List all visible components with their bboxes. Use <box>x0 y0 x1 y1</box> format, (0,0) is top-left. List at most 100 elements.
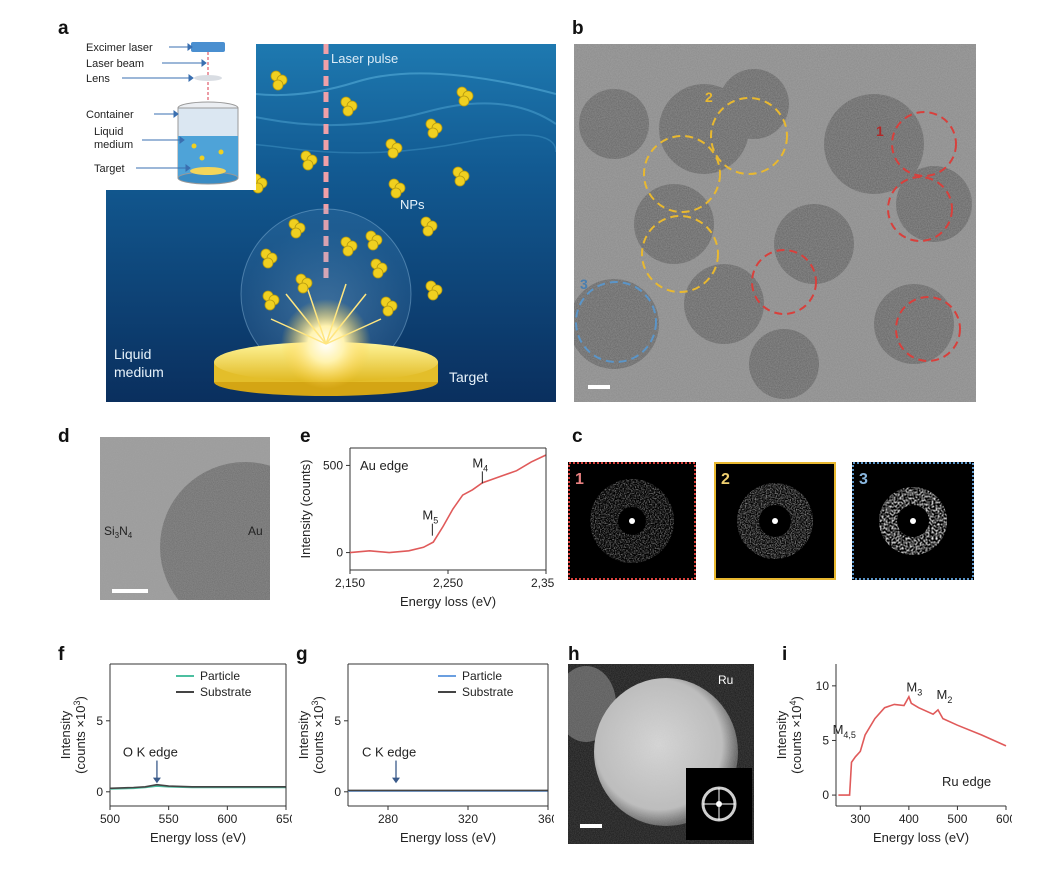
edge-annotation: M2 <box>937 687 953 705</box>
chart-g: 280 320 360 0 5 Energy loss (eV) Intensity(cou… <box>296 663 554 845</box>
edge-annotation: M3 <box>906 679 922 697</box>
red-region-4 <box>895 296 961 362</box>
legend-label: Particle <box>462 669 502 683</box>
y-tick-label: 5 <box>96 714 103 728</box>
series-line-main <box>838 694 1007 796</box>
inset-label-medium: medium <box>94 139 133 151</box>
laser-ablation-illustration: Laser pulse NPs Liquid medium Target <box>106 44 556 402</box>
yellow-region-1 <box>710 97 788 175</box>
interface-image: Si3N4 Au <box>100 437 270 600</box>
series-line-main <box>349 454 547 554</box>
fft-tile-3: 3 <box>852 462 974 580</box>
setup-inset: Excimer laser Laser beam Lens Container … <box>78 36 256 190</box>
y-axis-label: Intensity <box>58 710 73 759</box>
chart-e-title: Au edge <box>360 458 408 473</box>
y-axis-label: Intensity (counts) <box>298 460 313 559</box>
ru-particle-image: Ru <box>568 664 754 844</box>
x-tick-label: 2,350 <box>531 576 554 590</box>
panel-label-h: h <box>568 644 580 665</box>
scale-bar-d <box>112 589 148 593</box>
scale-bar-h <box>580 824 602 828</box>
edge-annotation: M4 <box>472 455 488 473</box>
legend-label: Particle <box>200 669 240 683</box>
edge-annotation: M5 <box>422 508 438 526</box>
x-tick-label: 500 <box>947 812 967 826</box>
region-label-2: 2 <box>705 89 713 105</box>
chart-f: 500 550 600 650 0 5 Energy loss (eV) Intensity(… <box>58 663 292 845</box>
y-axis-label-units: (counts ×103) <box>310 696 326 774</box>
blue-region-1 <box>575 281 657 363</box>
nps-label: NPs <box>400 197 425 212</box>
y-tick-label: 500 <box>323 458 343 472</box>
inset-label-liquid: Liquid <box>94 126 123 138</box>
x-tick-label: 360 <box>538 812 554 826</box>
tem-image: 2 1 3 <box>574 44 976 402</box>
inset-label-target: Target <box>94 163 125 175</box>
panel-label-i: i <box>782 644 788 665</box>
fft-label-2: 2 <box>721 471 730 488</box>
y-tick-label: 0 <box>336 546 343 560</box>
chart-i-title: Ru edge <box>942 774 991 789</box>
y-tick-label: 5 <box>334 714 341 728</box>
x-tick-label: 280 <box>378 812 398 826</box>
y-axis-label: Intensity <box>774 710 789 759</box>
liquid-medium-label-1: Liquid <box>114 346 151 362</box>
y-tick-label: 10 <box>816 679 830 693</box>
red-region-3 <box>751 249 817 315</box>
laser-pulse-label: Laser pulse <box>331 51 398 66</box>
panel-label-a: a <box>58 18 69 39</box>
au-label: Au <box>248 524 263 538</box>
x-tick-label: 600 <box>217 812 237 826</box>
chart-i: 300 400 500 600 0 5 10 Energy loss (eV) Intensit… <box>774 664 1012 845</box>
nanoparticles <box>250 70 474 317</box>
fft-tile-1: 1 <box>568 462 696 580</box>
red-region-2 <box>887 176 953 242</box>
edge-annotation: O K edge <box>123 744 178 759</box>
x-tick-label: 320 <box>458 812 478 826</box>
inset-label-laser-beam: Laser beam <box>86 58 144 70</box>
liquid-medium-label-2: medium <box>114 364 164 380</box>
legend-label: Substrate <box>462 685 514 699</box>
y-axis-label-units: (counts ×103) <box>72 696 88 774</box>
x-tick-label: 500 <box>100 812 120 826</box>
excimer-laser-box <box>191 42 225 52</box>
x-tick-label: 600 <box>996 812 1012 826</box>
inset-label-excimer: Excimer laser <box>86 42 153 54</box>
x-tick-label: 400 <box>899 812 919 826</box>
y-tick-label: 5 <box>822 733 829 747</box>
x-tick-label: 650 <box>276 812 292 826</box>
legend-label: Substrate <box>200 685 252 699</box>
inset-label-lens: Lens <box>86 73 110 85</box>
x-axis-label: Energy loss (eV) <box>400 830 496 845</box>
panel-label-f: f <box>58 644 65 665</box>
yellow-region-3 <box>641 215 719 293</box>
series-line-substrate <box>109 783 286 790</box>
fft-tile-2: 2 <box>714 462 836 580</box>
edge-annotation: M4,5 <box>833 722 856 740</box>
scale-bar-b <box>588 385 610 389</box>
fft-label-1: 1 <box>575 471 584 488</box>
y-axis-label: Intensity <box>296 710 311 759</box>
edge-arrow-head <box>392 777 400 784</box>
region-label-3: 3 <box>580 276 588 292</box>
chart-e: 2,150 2,250 2,350 0 500 Energy loss (eV) Inten… <box>298 447 554 609</box>
fft-label-3: 3 <box>859 471 868 488</box>
panel-label-c: c <box>572 426 583 447</box>
panel-label-b: b <box>572 18 584 39</box>
y-axis-label-units: (counts ×104) <box>788 696 804 774</box>
edge-annotation: C K edge <box>362 744 416 759</box>
si3n4-label: Si3N4 <box>104 524 133 540</box>
target-label: Target <box>449 369 488 385</box>
yellow-region-2 <box>643 135 721 213</box>
lens-shape <box>194 75 222 81</box>
region-label-1: 1 <box>876 123 884 139</box>
ru-label: Ru <box>718 673 733 687</box>
x-tick-label: 2,250 <box>433 576 463 590</box>
x-axis-label: Energy loss (eV) <box>873 830 969 845</box>
edge-arrow-head <box>152 777 161 784</box>
x-tick-label: 300 <box>850 812 870 826</box>
y-tick-label: 0 <box>822 788 829 802</box>
y-tick-label: 0 <box>334 785 341 799</box>
y-tick-label: 0 <box>96 785 103 799</box>
x-axis-label: Energy loss (eV) <box>400 594 496 609</box>
